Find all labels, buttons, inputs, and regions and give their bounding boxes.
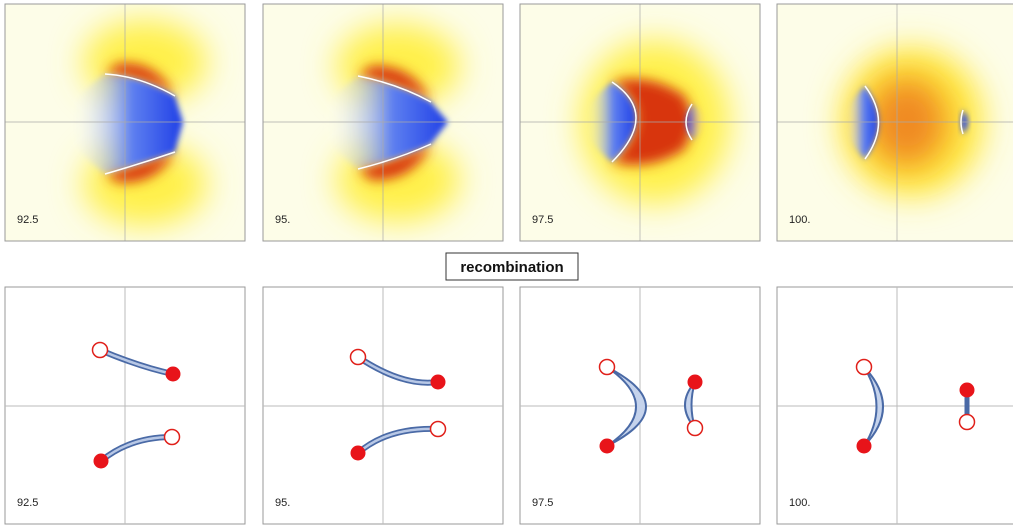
open-point bbox=[688, 421, 703, 436]
figure: 92.5 95. 97.5 bbox=[0, 0, 1013, 525]
filled-point bbox=[166, 367, 181, 382]
filled-point bbox=[431, 375, 446, 390]
heatmap-panel: 92.5 bbox=[5, 4, 245, 241]
open-point bbox=[165, 430, 180, 445]
open-point bbox=[431, 422, 446, 437]
trajectory-panel: 92.5 bbox=[5, 287, 245, 524]
filled-point bbox=[94, 454, 109, 469]
panel-label: 92.5 bbox=[17, 497, 38, 509]
filled-point bbox=[688, 375, 703, 390]
heatmap-panel: 95. bbox=[263, 4, 503, 241]
open-point bbox=[600, 360, 615, 375]
panel-label: 95. bbox=[275, 214, 290, 226]
trajectory-panel: 100. bbox=[777, 287, 1013, 524]
open-point bbox=[351, 350, 366, 365]
filled-point bbox=[960, 383, 975, 398]
panel-label: 97.5 bbox=[532, 214, 553, 226]
open-point bbox=[93, 343, 108, 358]
filled-point bbox=[857, 439, 872, 454]
filled-point bbox=[600, 439, 615, 454]
panel-label: 95. bbox=[275, 497, 290, 509]
panel-label: 97.5 bbox=[532, 497, 553, 509]
open-point bbox=[857, 360, 872, 375]
trajectory-panel: 97.5 bbox=[520, 287, 760, 524]
panel-label: 100. bbox=[789, 497, 810, 509]
panel-label: 100. bbox=[789, 214, 810, 226]
heatmap-panel: 97.5 bbox=[520, 4, 760, 241]
panel-label: 92.5 bbox=[17, 214, 38, 226]
filled-point bbox=[351, 446, 366, 461]
trajectory-panel: 95. bbox=[263, 287, 503, 524]
heatmap-panel: 100. bbox=[777, 4, 1013, 241]
open-point bbox=[960, 415, 975, 430]
caption: recombination bbox=[460, 259, 563, 276]
